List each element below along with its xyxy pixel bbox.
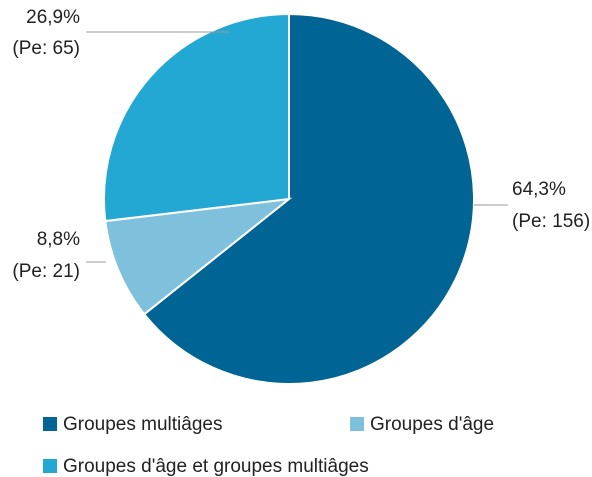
count-label: (Pe: 156)	[512, 211, 590, 232]
value-label: 8,8%	[37, 229, 80, 250]
count-label: (Pe: 21)	[12, 261, 80, 282]
legend-swatch	[43, 459, 57, 473]
pie-slice	[104, 197, 293, 316]
value-label: 26,9%	[26, 7, 80, 28]
count-label: (Pe: 65)	[12, 38, 80, 59]
legend-swatch	[350, 417, 364, 431]
legend-swatch	[43, 417, 57, 431]
pie-slice	[142, 12, 475, 385]
pie-slice	[103, 12, 290, 223]
legend-label: Groupes multiâges	[63, 414, 222, 435]
legend-label: Groupes d'âge	[370, 414, 494, 435]
value-label: 64,3%	[512, 179, 566, 200]
legend-label: Groupes d'âge et groupes multiâges	[63, 456, 369, 477]
